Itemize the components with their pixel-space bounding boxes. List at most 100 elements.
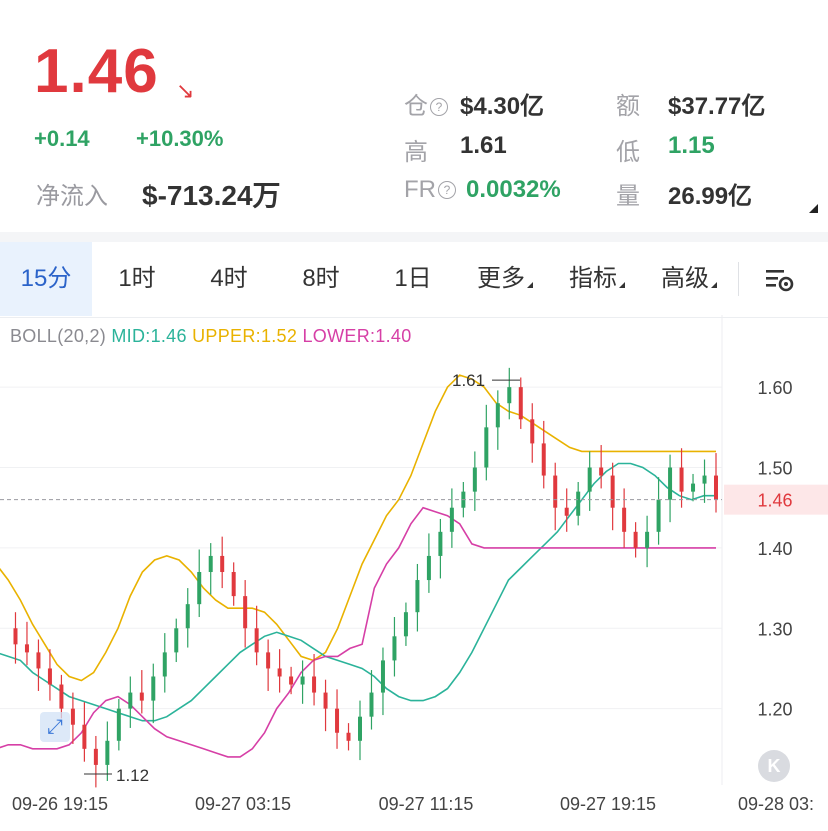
tab-15m[interactable]: 15分 xyxy=(0,242,92,316)
position-label: 仓? xyxy=(404,86,448,121)
tab-1h[interactable]: 1时 xyxy=(118,265,156,292)
tab-advanced[interactable]: 高级 xyxy=(644,242,734,316)
chart-settings-icon[interactable] xyxy=(762,264,802,294)
candle-body xyxy=(495,403,500,428)
candle-body xyxy=(564,507,569,516)
candle-body xyxy=(610,475,615,508)
candle-body xyxy=(254,628,259,653)
candle-body xyxy=(277,668,282,677)
candle-body xyxy=(518,387,523,420)
candle-body xyxy=(438,531,443,556)
candle-body xyxy=(266,652,271,669)
help-icon[interactable]: ? xyxy=(430,98,448,116)
x-tick-label: 09-27 11:15 xyxy=(379,794,474,814)
timeframe-tabbar xyxy=(0,232,828,318)
high-marker-label: 1.61 xyxy=(452,371,485,390)
boll-lower-line xyxy=(0,506,716,758)
candle-body xyxy=(289,676,294,685)
candle-body xyxy=(392,636,397,661)
candle-body xyxy=(139,692,144,701)
candle-body xyxy=(553,475,558,508)
candle-body xyxy=(679,467,684,492)
candle-body xyxy=(691,483,696,492)
boll-legend: BOLL(20,2) MID:1.46 UPPER:1.52 LOWER:1.4… xyxy=(10,326,412,347)
candle-body xyxy=(645,531,650,548)
candle-body xyxy=(82,724,87,749)
price-change-percent: +10.30% xyxy=(136,126,224,151)
last-price-label: 1.46 xyxy=(757,491,792,511)
dropdown-caret-icon xyxy=(527,282,533,288)
funding-rate-label: FR? xyxy=(404,176,456,204)
candle-body xyxy=(587,467,592,492)
candle-body xyxy=(358,716,362,741)
candle-body xyxy=(622,507,627,532)
volume-value: 26.99亿 xyxy=(668,183,753,210)
help-icon[interactable]: ? xyxy=(438,181,456,199)
candle-body xyxy=(231,572,236,597)
candle-body xyxy=(530,419,535,444)
candle-body xyxy=(633,531,638,548)
tab-4h[interactable]: 4时 xyxy=(210,265,248,292)
candle-body xyxy=(323,692,328,709)
tab-divider xyxy=(738,262,739,296)
volume-label: 量 xyxy=(616,183,640,210)
x-tick-label: 09-27 03:15 xyxy=(195,794,291,814)
candle-body xyxy=(576,491,581,516)
amount-value: $37.77亿 xyxy=(668,93,766,120)
dropdown-caret-icon xyxy=(711,282,717,288)
candle-body xyxy=(105,740,110,765)
candle-body xyxy=(151,676,156,701)
candle-body xyxy=(116,708,121,741)
candle-body xyxy=(59,684,64,709)
net-inflow-label: 净流入 xyxy=(36,183,108,210)
y-tick-label: 1.50 xyxy=(757,459,792,479)
candle-body xyxy=(346,732,351,741)
boll-mid-line xyxy=(0,462,716,722)
boll-upper-line xyxy=(0,374,716,682)
candle-body xyxy=(162,652,167,677)
last-price-badge xyxy=(724,484,828,515)
boll-lower: LOWER:1.40 xyxy=(302,326,412,346)
collapse-icon[interactable]: K xyxy=(758,750,790,782)
candle-body xyxy=(174,628,179,653)
candle-body xyxy=(312,676,317,693)
y-tick-label: 1.30 xyxy=(757,619,792,639)
candle-body xyxy=(449,507,454,532)
high-value: 1.61 xyxy=(460,132,507,159)
tab-8h[interactable]: 8时 xyxy=(302,265,340,292)
position-value: $4.30亿 xyxy=(460,93,545,120)
amount-label: 额 xyxy=(616,93,640,120)
candle-body xyxy=(243,596,248,629)
y-tick-label: 1.40 xyxy=(757,539,792,559)
candle-body xyxy=(541,443,546,476)
candlestick-chart[interactable]: 1.60 1.50 1.40 1.30 1.20 1.46 1.61 1.12 09-26 19… xyxy=(0,315,828,831)
funding-rate-value: 0.0032% xyxy=(466,176,561,203)
tab-indicators[interactable]: 指标 xyxy=(552,242,642,316)
boll-mid: MID:1.46 xyxy=(111,326,187,346)
candle-body xyxy=(426,555,431,581)
candle-body xyxy=(47,668,52,685)
candle-body xyxy=(24,644,29,653)
candle-body xyxy=(369,692,374,717)
candle-body xyxy=(36,652,41,669)
x-tick-label: 09-28 03: xyxy=(738,794,814,814)
expand-stats-icon[interactable] xyxy=(809,204,818,213)
last-price: 1.46 xyxy=(34,37,159,106)
candle-body xyxy=(93,748,98,765)
low-value: 1.15 xyxy=(668,132,715,159)
candle-body xyxy=(714,475,718,500)
tab-1d[interactable]: 1日 xyxy=(394,265,432,292)
candle-body xyxy=(403,612,408,637)
boll-upper: UPPER:1.52 xyxy=(192,326,298,346)
net-inflow-value: $-713.24万 xyxy=(142,180,281,211)
tab-more[interactable]: 更多 xyxy=(460,242,550,316)
candle-body xyxy=(13,628,18,645)
candle-body xyxy=(702,475,707,484)
candle-body xyxy=(484,427,489,468)
candle-body xyxy=(300,676,305,685)
candle-body xyxy=(599,467,604,476)
expand-icon[interactable]: ⤢ xyxy=(40,712,70,742)
boll-name: BOLL(20,2) xyxy=(10,326,107,346)
low-label: 低 xyxy=(616,139,640,166)
candle-body xyxy=(472,467,477,492)
